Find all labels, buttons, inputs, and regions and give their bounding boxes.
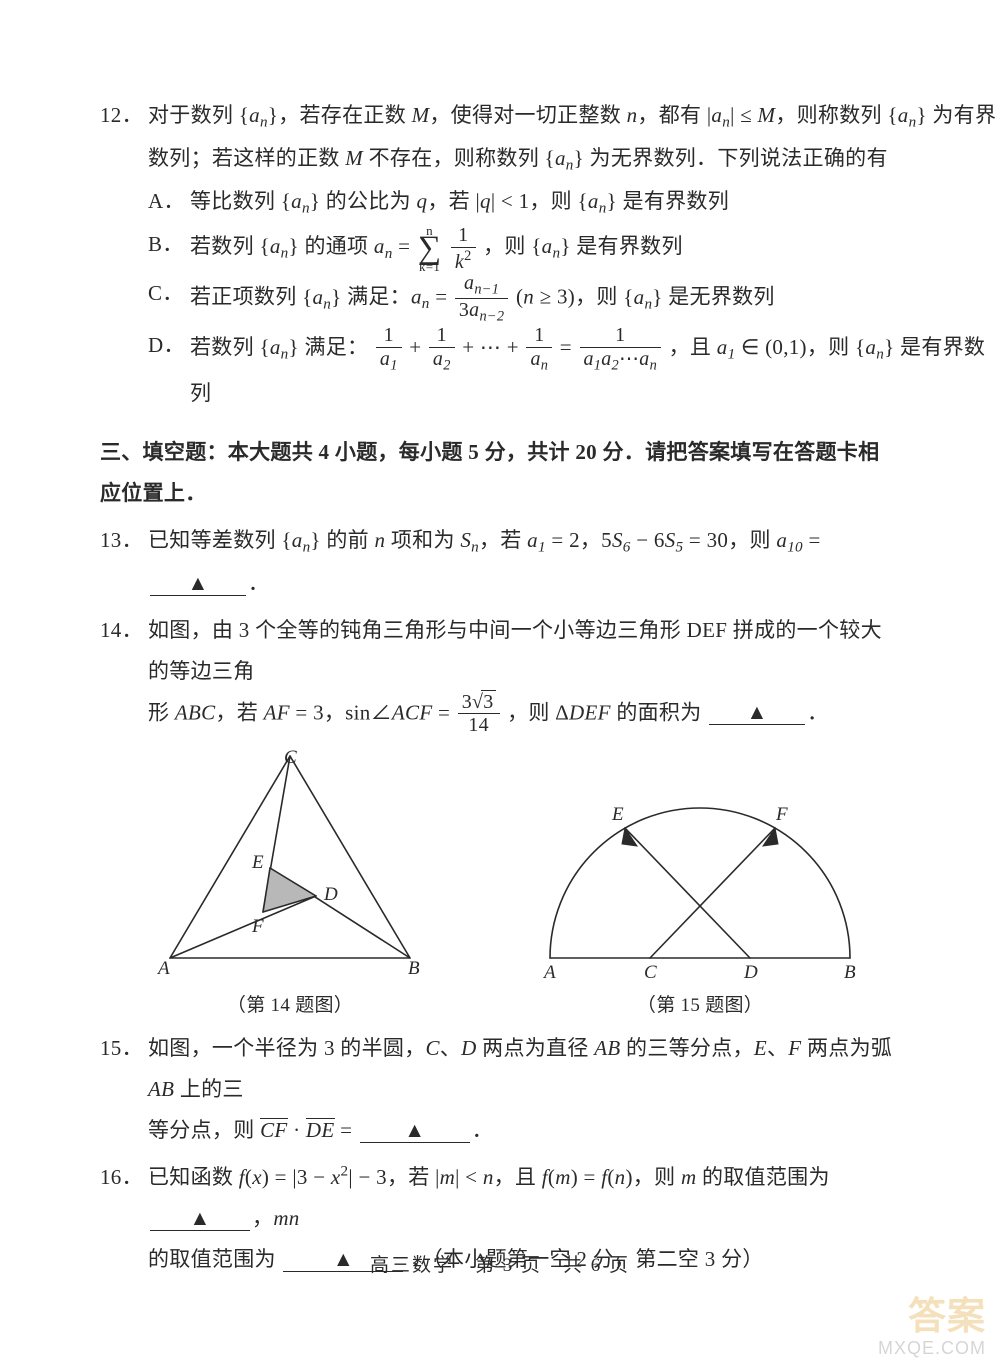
svg-text:D: D: [743, 962, 758, 983]
q15-body: 如图，一个半径为 3 的半圆，C、D 两点为直径 AB 的三等分点，E、F 两点…: [148, 1028, 900, 1151]
q14-tail: ．: [807, 700, 828, 724]
svg-text:B: B: [408, 958, 420, 979]
page-content: 12． 对于数列 {an}，若存在正数 M，使得对一切正整数 n，都有 |an|…: [100, 95, 900, 1286]
svg-text:D: D: [323, 884, 338, 905]
watermark: 答案 MXQE.COM: [878, 1285, 986, 1359]
figure-14: A B C D E F （第 14 题图）: [140, 748, 440, 1024]
frac-b: 1 k2: [451, 225, 476, 273]
svg-text:A: A: [542, 962, 556, 983]
q14-number: 14．: [100, 610, 148, 651]
figures-row: A B C D E F （第 14 题图）: [140, 748, 880, 1024]
svg-text:C: C: [284, 748, 297, 768]
q13-number: 13．: [100, 520, 148, 561]
q12-stem-line1: 对于数列 {an}，若存在正数 M，使得对一切正整数 n，都有 |an| ≤ M…: [148, 95, 996, 138]
frac-c: an−1 3an−2: [455, 273, 509, 325]
q12-option-c: C． 若正项数列 {an} 满足：an = an−1 3an−2 (n ≥ 3)…: [148, 273, 996, 325]
q13-blank: ▲: [150, 572, 246, 596]
vec-de: DE: [306, 1118, 335, 1141]
watermark-line-1: 答案: [878, 1285, 986, 1340]
svg-text:C: C: [644, 962, 657, 983]
watermark-line-2: MXQE.COM: [878, 1338, 986, 1359]
q12-option-a: A． 等比数列 {an} 的公比为 q，若 |q| < 1，则 {an} 是有界…: [148, 181, 996, 224]
q15: 15． 如图，一个半径为 3 的半圆，C、D 两点为直径 AB 的三等分点，E、…: [100, 1028, 900, 1151]
svg-text:E: E: [611, 804, 624, 825]
opt-b-label: B．: [148, 224, 190, 265]
q15-line1: 如图，一个半径为 3 的半圆，C、D 两点为直径 AB 的三等分点，E、F 两点…: [148, 1028, 900, 1110]
frac-q14: 33 14: [458, 692, 500, 737]
opt-a-text: 等比数列 {an} 的公比为 q，若 |q| < 1，则 {an} 是有界数列: [190, 181, 729, 224]
svg-text:A: A: [156, 958, 170, 979]
sum-symbol: n ∑ k=1: [418, 224, 442, 273]
q12-body: 对于数列 {an}，若存在正数 M，使得对一切正整数 n，都有 |an| ≤ M…: [148, 95, 996, 414]
figure-15-svg: A B C D E F: [520, 768, 880, 983]
opt-a-label: A．: [148, 181, 190, 222]
q15-line2: 等分点，则 CF · DE = ▲．: [148, 1110, 900, 1151]
q15-tail: ．: [472, 1118, 493, 1142]
opt-c-text: 若正项数列 {an} 满足：an = an−1 3an−2 (n ≥ 3)，则 …: [190, 273, 775, 325]
svg-text:E: E: [251, 852, 264, 873]
opt-c-label: C．: [148, 273, 190, 314]
q16-line1: 已知函数 f(x) = |3 − x2| − 3，若 |m| < n，且 f(m…: [148, 1157, 900, 1239]
vec-cf: CF: [260, 1118, 287, 1141]
q14-body: 如图，由 3 个全等的钝角三角形与中间一个小等边三角形 DEF 拼成的一个较大的…: [148, 610, 900, 737]
q16-blank-1: ▲: [150, 1207, 250, 1231]
dot-operator: ·: [293, 1118, 300, 1142]
figure-14-svg: A B C D E F: [140, 748, 440, 983]
q15-blank: ▲: [360, 1119, 470, 1143]
q15-number: 15．: [100, 1028, 148, 1069]
q12-option-d: D． 若数列 {an} 满足： 1a1 + 1a2 + ⋯ + 1an = 1a…: [148, 325, 996, 414]
section-3-heading: 三、填空题：本大题共 4 小题，每小题 5 分，共计 20 分．请把答案填写在答…: [100, 432, 900, 514]
q13-tail: ．: [248, 571, 269, 595]
figure-15-caption: （第 15 题图）: [637, 987, 763, 1024]
figure-15: A B C D E F （第 15 题图）: [520, 768, 880, 1024]
q12-number: 12．: [100, 95, 148, 136]
q13-body: 已知等差数列 {an} 的前 n 项和为 Sn，若 a1 = 2，5S6 − 6…: [148, 520, 900, 604]
q14-line1: 如图，由 3 个全等的钝角三角形与中间一个小等边三角形 DEF 拼成的一个较大的…: [148, 610, 900, 692]
svg-text:F: F: [775, 804, 788, 825]
q12: 12． 对于数列 {an}，若存在正数 M，使得对一切正整数 n，都有 |an|…: [100, 95, 900, 414]
q14-blank: ▲: [709, 701, 805, 725]
opt-d-text: 若数列 {an} 满足： 1a1 + 1a2 + ⋯ + 1an = 1a1a2…: [190, 325, 996, 414]
opt-d-label: D．: [148, 325, 190, 366]
opt-b-text: 若数列 {an} 的通项 an = n ∑ k=1 1 k2 ，则 {an} 是…: [190, 224, 683, 273]
q12-stem-line2: 数列；若这样的正数 M 不存在，则称数列 {an} 为无界数列．下列说法正确的有: [148, 138, 996, 181]
figure-14-caption: （第 14 题图）: [227, 987, 353, 1024]
svg-text:B: B: [844, 962, 856, 983]
q12-option-b: B． 若数列 {an} 的通项 an = n ∑ k=1 1 k2 ，则 {an…: [148, 224, 996, 273]
q13: 13． 已知等差数列 {an} 的前 n 项和为 Sn，若 a1 = 2，5S6…: [100, 520, 900, 604]
svg-text:F: F: [251, 916, 264, 937]
q16-number: 16．: [100, 1157, 148, 1198]
q14: 14． 如图，由 3 个全等的钝角三角形与中间一个小等边三角形 DEF 拼成的一…: [100, 610, 900, 737]
page-footer: 高三数学 第 3 页 共 6 页: [0, 1250, 1000, 1277]
q14-line2: 形 ABC，若 AF = 3，sin∠ACF = 33 14 ，则 ΔDEF 的…: [148, 692, 900, 737]
